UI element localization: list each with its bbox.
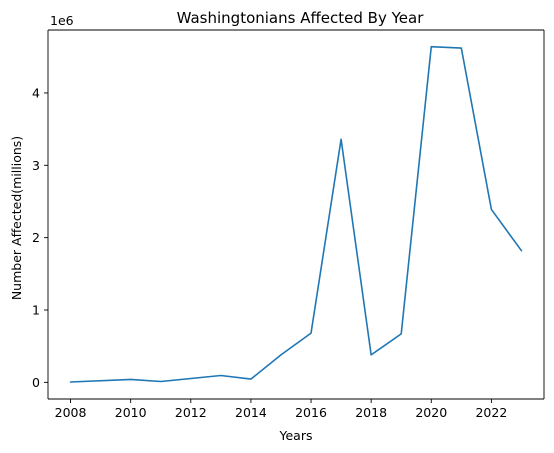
x-tick-label: 2014: [235, 405, 267, 420]
y-tick-label: 1: [32, 303, 40, 318]
x-tick-label: 2020: [415, 405, 447, 420]
x-tick-label: 2018: [355, 405, 387, 420]
data-line: [69, 45, 523, 383]
y-tick-label: 3: [32, 158, 40, 173]
y-axis-label: Number Affected(millions): [9, 136, 24, 300]
x-tick-label: 2008: [55, 405, 87, 420]
x-axis-label: Years: [279, 428, 313, 443]
chart-title: Washingtonians Affected By Year: [177, 9, 425, 27]
x-tick-label: 2016: [295, 405, 327, 420]
x-tick-label: 2012: [175, 405, 207, 420]
y-axis-offset-label: 1e6: [50, 13, 74, 28]
x-tick-label: 2022: [475, 405, 507, 420]
y-tick-label: 0: [32, 375, 40, 390]
y-tick-label: 4: [32, 85, 40, 100]
x-tick-label: 2010: [115, 405, 147, 420]
y-tick-label: 2: [32, 230, 40, 245]
plot-area: 2008 2010 2012 2014 2016 2018 2020 2022 0 1 2 3 4: [32, 29, 545, 420]
